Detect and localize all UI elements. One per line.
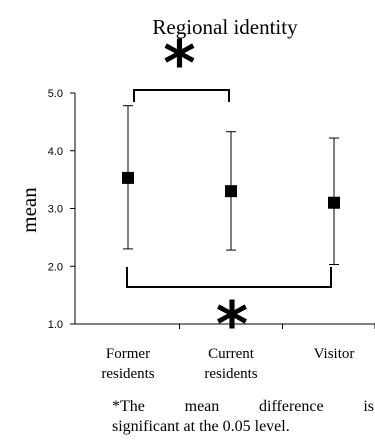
x-tick-label-line: residents: [204, 366, 257, 382]
x-tick-label: Former residents: [101, 346, 154, 382]
significance-bracket: [133, 89, 230, 102]
x-tick-label-line: Current: [208, 346, 255, 362]
y-ticks: 1.0 2.0 3.0 4.0 5.0: [48, 88, 75, 331]
x-ticks: Former residents Current residents Visitor: [101, 324, 375, 382]
footnote-word: mean: [184, 398, 220, 415]
x-tick-label: Visitor: [314, 346, 355, 362]
y-axis-label: mean: [17, 187, 41, 233]
footnote-word: difference: [259, 398, 324, 415]
data-points: [122, 171, 340, 209]
footnote-line-1: *The mean difference is: [112, 397, 374, 417]
x-tick-label: Current residents: [204, 346, 257, 382]
y-tick-label: 1.0: [48, 319, 63, 331]
y-tick-label: 4.0: [48, 146, 63, 158]
y-tick-label: 2.0: [48, 261, 63, 273]
x-tick-label-line: Visitor: [314, 346, 355, 362]
data-point: [328, 196, 340, 209]
footnote: *The mean difference is significant at t…: [112, 397, 374, 437]
y-tick-label: 5.0: [48, 88, 63, 100]
significance-brackets: **: [126, 27, 332, 361]
x-tick-label-line: Former: [106, 346, 150, 362]
significance-marker: *: [216, 288, 248, 361]
y-tick-label: 3.0: [48, 204, 63, 216]
footnote-word: is: [363, 398, 374, 415]
data-point: [122, 171, 134, 184]
significance-bracket: [126, 267, 332, 288]
x-tick-label-line: residents: [101, 366, 154, 382]
footnote-word: *The: [112, 398, 145, 415]
data-point: [225, 185, 237, 198]
error-bars: [123, 105, 339, 266]
footnote-line-2: significant at the 0.05 level.: [112, 418, 290, 435]
significance-marker: *: [163, 27, 195, 100]
chart-title: Regional identity: [152, 15, 298, 39]
